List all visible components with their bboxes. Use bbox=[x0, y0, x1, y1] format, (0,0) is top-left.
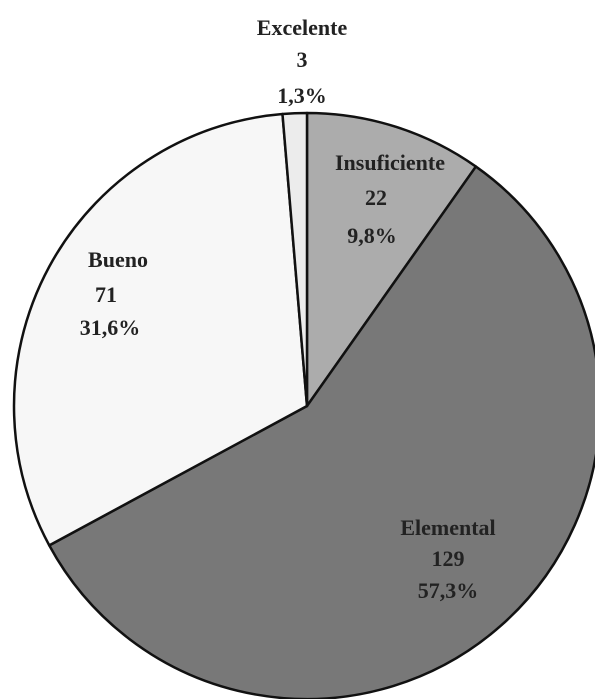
pie-slice bbox=[281, 111, 309, 408]
slice-count-label: 3 bbox=[297, 47, 308, 72]
slice-name-label: Bueno bbox=[88, 247, 148, 272]
slice-name-label: Elemental bbox=[400, 515, 495, 540]
slice-count-label: 71 bbox=[95, 282, 117, 307]
slice-percentage-label: 31,6% bbox=[80, 315, 141, 340]
slice-name-label: Insuficiente bbox=[335, 150, 445, 175]
slice-count-label: 129 bbox=[432, 546, 465, 571]
slice-name-label: Excelente bbox=[257, 15, 348, 40]
slice-percentage-label: 9,8% bbox=[347, 223, 397, 248]
slice-count-label: 22 bbox=[365, 185, 387, 210]
pie-slice bbox=[12, 112, 309, 547]
pie-slice bbox=[305, 111, 478, 408]
slice-percentage-label: 1,3% bbox=[277, 83, 327, 108]
pie-slice bbox=[48, 165, 595, 699]
slice-percentage-label: 57,3% bbox=[418, 578, 479, 603]
